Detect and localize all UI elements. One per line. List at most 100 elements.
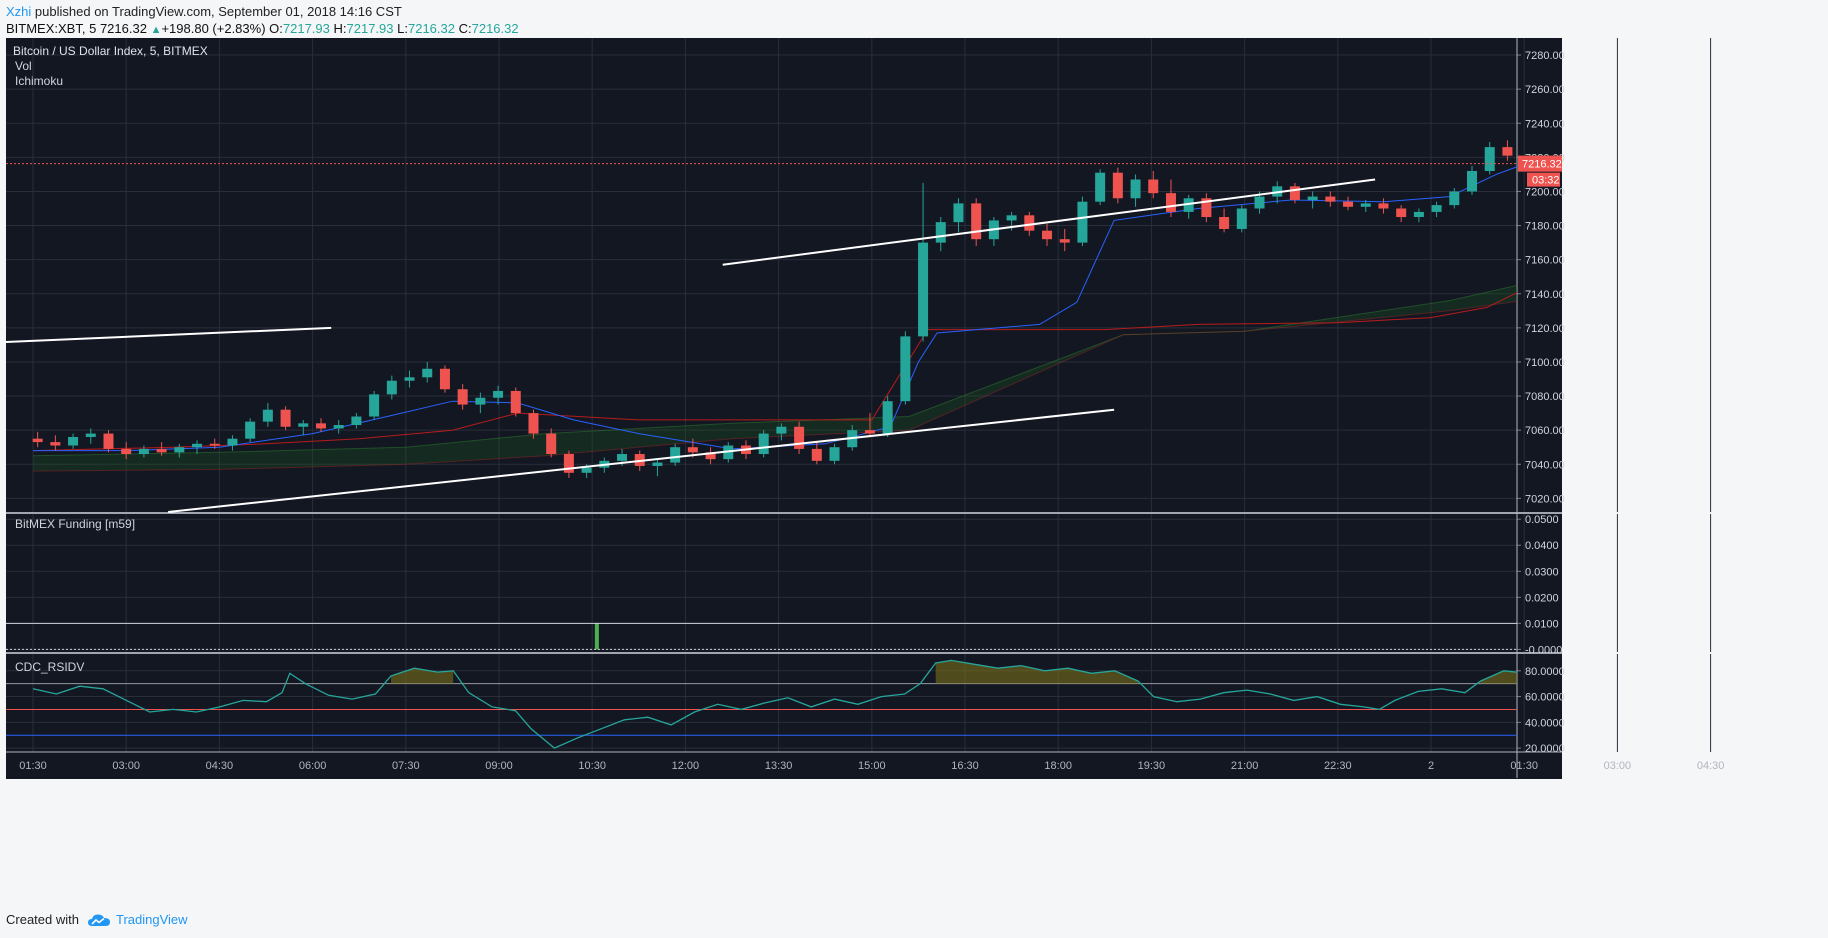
candle-body bbox=[85, 433, 96, 437]
candle-body bbox=[280, 409, 291, 427]
price-tick-label: 7100.00 bbox=[1525, 357, 1565, 369]
candle-body bbox=[1573, 94, 1583, 137]
candle-body bbox=[864, 430, 875, 434]
candle bbox=[1236, 205, 1247, 233]
last-price: 7216.32 bbox=[99, 21, 147, 36]
candle-body bbox=[1236, 208, 1247, 229]
candle-body bbox=[900, 336, 911, 402]
candle-body bbox=[670, 447, 681, 463]
candle-body bbox=[475, 397, 486, 405]
candle bbox=[510, 387, 521, 417]
candle-body bbox=[351, 416, 362, 426]
candle bbox=[245, 418, 256, 443]
candle-body bbox=[245, 421, 256, 439]
tradingview-brand-link[interactable]: TradingView bbox=[87, 912, 188, 927]
candle bbox=[192, 440, 203, 455]
trendline bbox=[168, 408, 1115, 513]
candle bbox=[1591, 91, 1601, 144]
funding-tick-label: 0.0200 bbox=[1525, 592, 1559, 604]
candle-body bbox=[493, 390, 504, 398]
candle bbox=[971, 198, 982, 247]
funding-tick-label: 0.0300 bbox=[1525, 566, 1559, 578]
candle-body bbox=[1502, 147, 1513, 156]
low-label: L: bbox=[397, 21, 408, 36]
price-tick-label: 7120.00 bbox=[1525, 323, 1565, 335]
candle-body bbox=[298, 423, 309, 427]
candle-body bbox=[192, 443, 203, 448]
candle bbox=[32, 431, 43, 448]
price-tick-label: 7260.00 bbox=[1525, 84, 1565, 96]
candle-body bbox=[1343, 201, 1354, 207]
candle bbox=[315, 418, 326, 432]
candle-body bbox=[262, 409, 273, 422]
symbol-name: BITMEX:XBT, 5 bbox=[6, 21, 97, 36]
low-value: 7216.32 bbox=[407, 21, 455, 36]
indicator-ichimoku-label: Ichimoku bbox=[15, 74, 63, 88]
price-tick-label: 7160.00 bbox=[1525, 255, 1565, 267]
tradingview-cloud-icon bbox=[87, 914, 110, 926]
symbol-legend: BITMEX:XBT, 5 7216.32 ▲+198.80 (+2.83%) … bbox=[6, 21, 519, 36]
close-value: 7216.32 bbox=[471, 21, 519, 36]
indicator-vol-label: Vol bbox=[15, 59, 32, 73]
candle bbox=[829, 443, 840, 465]
candle bbox=[1502, 140, 1513, 161]
candle-body bbox=[1626, 159, 1636, 164]
senkou-span-a bbox=[32, 284, 1517, 457]
candle bbox=[1130, 174, 1141, 207]
candle-body bbox=[1183, 198, 1194, 212]
price-tick-label: 7200.00 bbox=[1525, 186, 1565, 198]
candle-body bbox=[1130, 179, 1141, 199]
candle-body bbox=[1431, 205, 1442, 212]
author-link[interactable]: Xzhi bbox=[6, 4, 32, 19]
candle-body bbox=[1449, 191, 1460, 206]
up-arrow-icon: ▲ bbox=[150, 24, 162, 36]
candle bbox=[1183, 194, 1194, 219]
time-tick-label: 03:00 bbox=[1604, 760, 1632, 772]
time-tick-label: 15:00 bbox=[858, 760, 886, 772]
candle bbox=[528, 409, 539, 439]
candle-body bbox=[687, 447, 698, 453]
rsi-tick-label: 20.0000 bbox=[1525, 743, 1565, 755]
candle-body bbox=[652, 462, 663, 466]
candle bbox=[1201, 193, 1212, 223]
candle-body bbox=[617, 454, 628, 461]
candle-body bbox=[32, 438, 43, 443]
candle-body bbox=[174, 447, 185, 453]
candle-body bbox=[794, 426, 805, 449]
created-with-text: Created with bbox=[6, 912, 79, 927]
candle-body bbox=[811, 448, 822, 461]
candle-body bbox=[1378, 203, 1389, 209]
price-tick-label: 7280.00 bbox=[1525, 50, 1565, 62]
candle-body bbox=[1095, 172, 1106, 202]
candle-body bbox=[369, 394, 380, 417]
time-tick-label: 13:30 bbox=[765, 760, 793, 772]
candle bbox=[493, 385, 504, 405]
candle bbox=[1059, 228, 1070, 252]
candle bbox=[68, 433, 79, 449]
candle-body bbox=[1484, 147, 1495, 171]
candle bbox=[1449, 188, 1460, 209]
time-tick-label: 21:00 bbox=[1231, 760, 1259, 772]
time-tick-label: 03:00 bbox=[112, 760, 140, 772]
candle bbox=[794, 421, 805, 455]
trendline bbox=[722, 178, 1376, 266]
time-tick-label: 12:00 bbox=[672, 760, 700, 772]
price-tick-label: 7040.00 bbox=[1525, 459, 1565, 471]
rsi-overbought-fill bbox=[935, 660, 1139, 684]
candle bbox=[50, 435, 61, 451]
rsi-pane-title: CDC_RSIDV bbox=[15, 660, 84, 674]
candle-body bbox=[1077, 201, 1088, 243]
candle-body bbox=[1059, 239, 1070, 243]
candle-body bbox=[1254, 196, 1265, 209]
candle bbox=[864, 413, 875, 437]
candle-body bbox=[829, 447, 840, 461]
candle bbox=[918, 182, 929, 342]
price-tick-label: 7240.00 bbox=[1525, 118, 1565, 130]
candle bbox=[1360, 199, 1371, 212]
candle-body bbox=[138, 448, 149, 455]
candle bbox=[758, 430, 769, 458]
time-tick-label: 09:00 bbox=[485, 760, 513, 772]
candle bbox=[882, 396, 893, 437]
candle bbox=[1484, 142, 1495, 175]
